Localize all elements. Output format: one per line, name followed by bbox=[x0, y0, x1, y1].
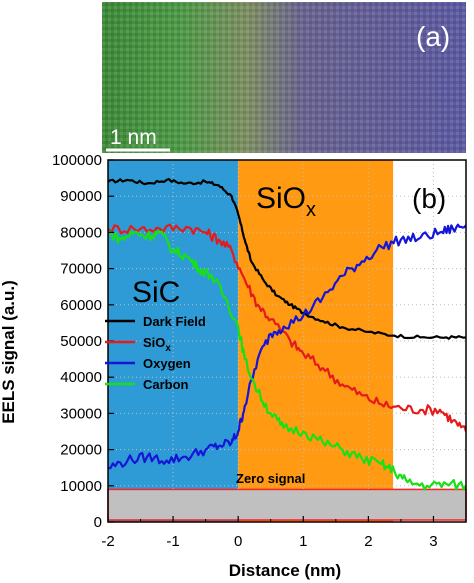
scale-bar-label: 1 nm bbox=[110, 126, 157, 149]
y-tick-label: 50000 bbox=[60, 333, 102, 350]
legend-label-2: Oxygen bbox=[143, 356, 191, 371]
region-label-siox-sub: x bbox=[306, 199, 316, 221]
y-tick-label: 70000 bbox=[60, 261, 102, 278]
legend-label-text-0: Dark Field bbox=[143, 314, 206, 329]
zero-signal-band bbox=[107, 488, 467, 521]
series-layer bbox=[108, 178, 466, 491]
y-tick-label: 30000 bbox=[60, 405, 102, 422]
panel-a-label: (a) bbox=[416, 21, 450, 52]
series-line-3 bbox=[108, 230, 466, 491]
y-tick-label: 10000 bbox=[60, 478, 102, 495]
grid-layer bbox=[108, 160, 466, 522]
y-axis-title: EELS signal (a.u.) bbox=[0, 280, 18, 424]
axes-layer: -2 -1 0 1 2 3 0 10000 20000 30000 40000 50000 60000 7… bbox=[52, 152, 438, 550]
x-tick-label: 1 bbox=[299, 533, 307, 550]
x-tick-label: 0 bbox=[234, 533, 242, 550]
legend-label-0: Dark Field bbox=[143, 314, 206, 329]
zero-signal-label: Zero signal bbox=[236, 471, 305, 486]
stem-image-panel: (a) 1 nm bbox=[102, 2, 466, 153]
x-tick-label: -2 bbox=[101, 533, 114, 550]
panel-b-label: (b) bbox=[412, 183, 446, 214]
x-tick-label: -1 bbox=[166, 533, 179, 550]
eels-chart: -2 -1 0 1 2 3 0 10000 20000 30000 40000 50000 60000 7… bbox=[0, 152, 467, 580]
x-tick-label: 3 bbox=[429, 533, 437, 550]
legend-label-subscript-1: x bbox=[165, 343, 171, 354]
x-tick-label: 2 bbox=[364, 533, 372, 550]
y-tick-label: 20000 bbox=[60, 442, 102, 459]
y-tick-label: 60000 bbox=[60, 297, 102, 314]
y-tick-label: 100000 bbox=[52, 152, 102, 169]
legend-label-text-2: Oxygen bbox=[143, 356, 191, 371]
legend-label-3: Carbon bbox=[143, 377, 189, 392]
series-line-1 bbox=[108, 223, 466, 432]
y-tick-label: 90000 bbox=[60, 188, 102, 205]
zero-signal-layer bbox=[107, 488, 467, 521]
region-label-sic: SiC bbox=[132, 276, 180, 309]
series-line-0 bbox=[108, 178, 466, 340]
series-line-2 bbox=[108, 223, 466, 470]
region-label-siox: SiOx bbox=[256, 182, 316, 221]
legend-label-1: SiOx bbox=[143, 335, 171, 354]
x-axis-title: Distance (nm) bbox=[229, 561, 341, 580]
y-tick-label: 40000 bbox=[60, 369, 102, 386]
legend: Dark Field SiOx Oxygen Carbon bbox=[105, 314, 206, 392]
region-label-siox-main: SiO bbox=[256, 182, 306, 215]
y-tick-label: 0 bbox=[94, 514, 102, 531]
y-tick-label: 80000 bbox=[60, 224, 102, 241]
stem-image-texture bbox=[102, 2, 466, 153]
legend-label-text-1: SiO bbox=[143, 335, 165, 350]
legend-label-text-3: Carbon bbox=[143, 377, 189, 392]
